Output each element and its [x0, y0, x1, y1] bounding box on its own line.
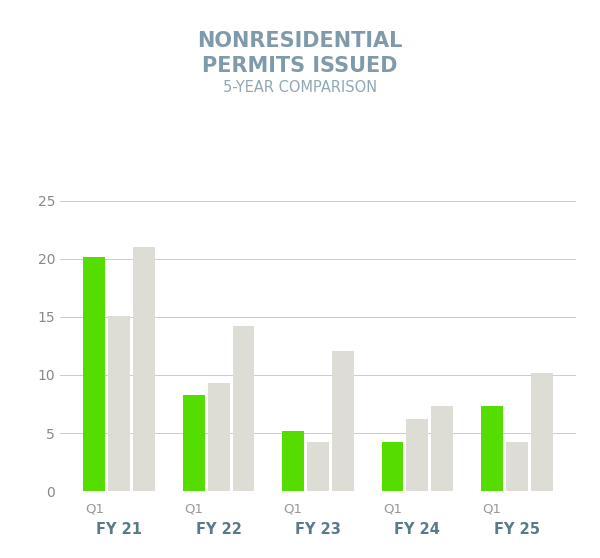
Bar: [481, 406, 503, 491]
Bar: [208, 383, 230, 491]
Text: Q1: Q1: [85, 502, 104, 515]
Bar: [233, 326, 254, 491]
Bar: [183, 395, 205, 491]
Text: Q1: Q1: [482, 502, 502, 515]
Bar: [406, 419, 428, 491]
Text: Q1: Q1: [284, 502, 302, 515]
Bar: [431, 406, 453, 491]
Text: 5-YEAR COMPARISON: 5-YEAR COMPARISON: [223, 80, 377, 95]
Bar: [133, 247, 155, 491]
Text: FY 25: FY 25: [494, 522, 540, 537]
Bar: [109, 316, 130, 491]
Bar: [282, 431, 304, 491]
Text: FY 24: FY 24: [394, 522, 440, 537]
Text: PERMITS ISSUED: PERMITS ISSUED: [202, 56, 398, 76]
Text: FY 21: FY 21: [96, 522, 142, 537]
Text: NONRESIDENTIAL: NONRESIDENTIAL: [197, 31, 403, 51]
Bar: [307, 442, 329, 491]
Text: Q1: Q1: [383, 502, 402, 515]
Text: FY 23: FY 23: [295, 522, 341, 537]
Bar: [382, 442, 403, 491]
Bar: [530, 373, 553, 491]
Bar: [506, 442, 527, 491]
Bar: [332, 350, 354, 491]
Text: Q1: Q1: [184, 502, 203, 515]
Bar: [83, 257, 106, 491]
Text: FY 22: FY 22: [196, 522, 242, 537]
